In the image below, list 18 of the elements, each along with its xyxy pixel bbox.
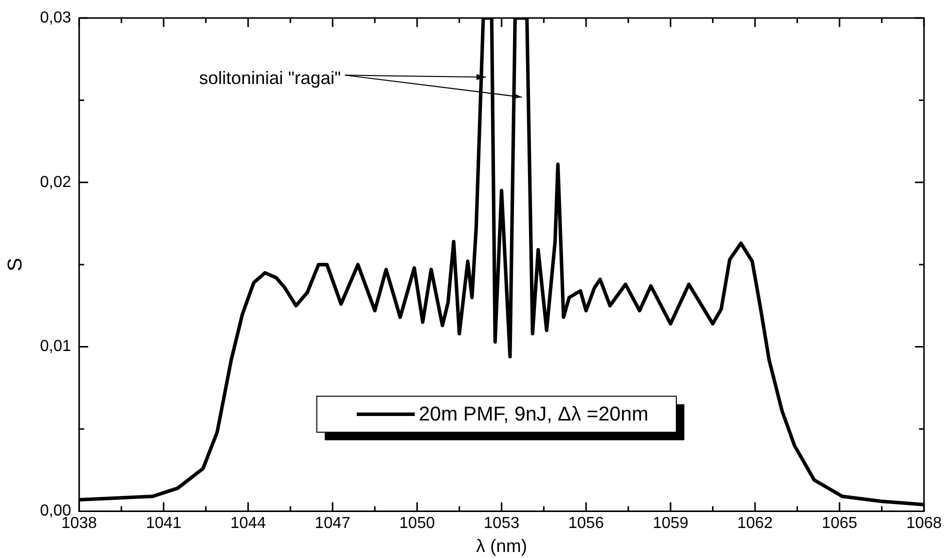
x-axis-title: λ (nm) [476, 536, 528, 556]
x-tick-label: 1041 [146, 515, 182, 532]
annotation: solitoniniai "ragai" [199, 68, 341, 88]
legend-label: 20m PMF, 9nJ, Δλ =20nm [418, 404, 648, 426]
x-tick-label: 1053 [484, 515, 520, 532]
x-tick-label: 1065 [822, 515, 858, 532]
x-tick-label: 1038 [61, 515, 98, 532]
x-tick-label: 1068 [906, 515, 942, 532]
y-tick-label: 0,03 [40, 9, 72, 26]
x-tick-label: 1047 [314, 515, 350, 532]
x-tick-label: 1059 [652, 515, 688, 532]
x-tick-label: 1056 [568, 515, 604, 532]
x-tick-label: 1062 [737, 515, 773, 532]
y-tick-label: 0,01 [40, 338, 72, 356]
y-axis-title: S [4, 258, 27, 272]
y-tick-label: 0,02 [40, 174, 72, 191]
x-tick-label: 1050 [399, 515, 435, 532]
x-tick-label: 1044 [230, 515, 266, 532]
